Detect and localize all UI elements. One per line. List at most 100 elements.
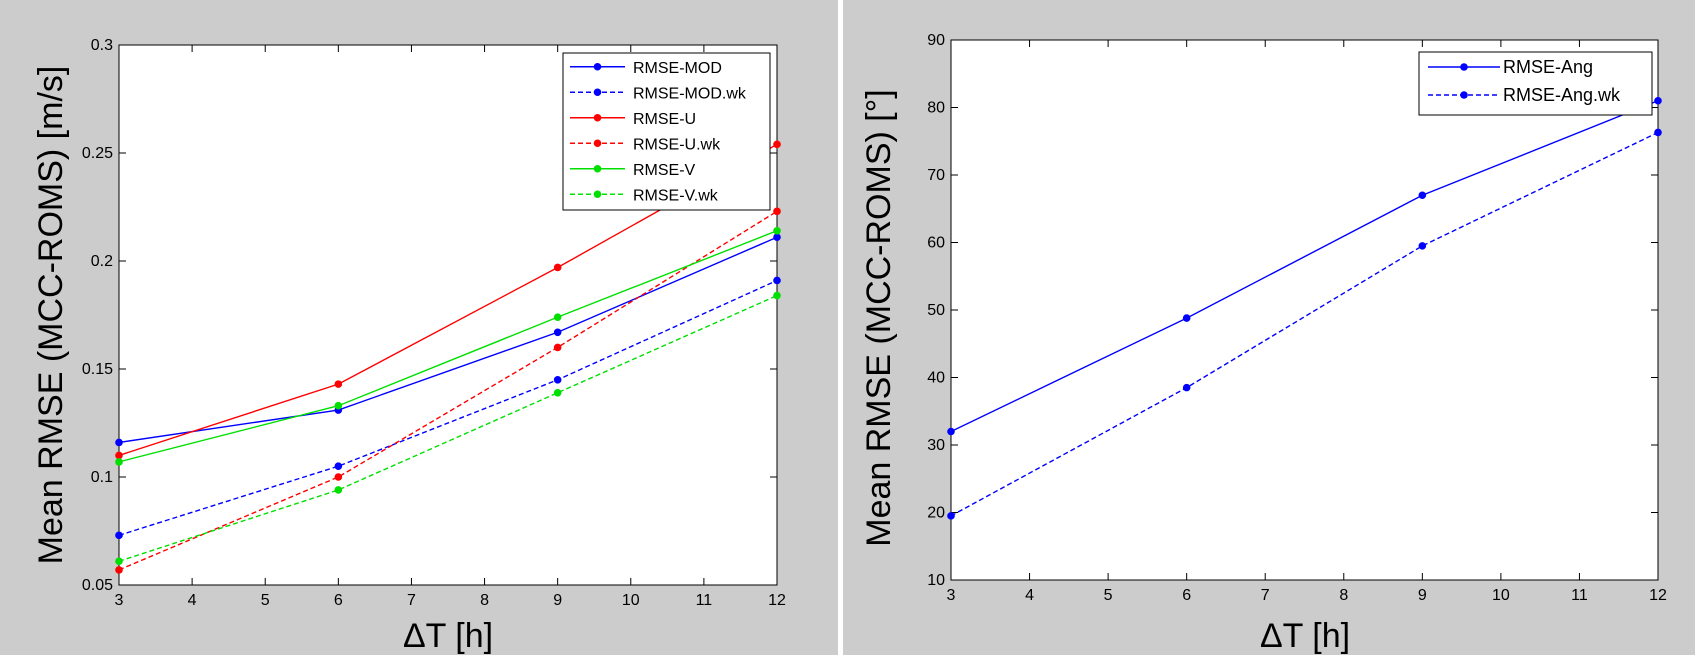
y-tick-label: 0.05 — [82, 577, 113, 594]
y-tick-label: 0.15 — [82, 361, 113, 378]
legend-label-rmse-u-wk: RMSE-U.wk — [633, 136, 721, 153]
data-point-rmse-v-wk — [773, 291, 781, 300]
series-clip-group — [951, 100, 1658, 517]
y-tick-label: 10 — [927, 572, 945, 589]
y-tick-label: 0.2 — [91, 253, 113, 270]
legend-marker-rmse-v-wk — [593, 190, 602, 199]
x-tick-label: 9 — [1418, 587, 1427, 604]
axis-ticks: 3 4 5 6 7 8 9 10 11 12 10 20 30 40 50 60 70 80 90 — [927, 32, 1667, 604]
data-point-rmse-mod-wk — [553, 376, 562, 384]
legend: RMSE-Ang RMSE-Ang.wk — [1418, 51, 1653, 116]
data-point-rmse-u-wk — [553, 343, 562, 352]
y-tick-label: 0.1 — [91, 469, 113, 486]
x-tick-label: 6 — [1182, 587, 1191, 604]
legend-marker-rmse-v — [593, 164, 602, 173]
x-tick-label: 5 — [1104, 587, 1113, 604]
x-tick-label: 4 — [188, 592, 197, 609]
legend-marker-rmse-mod-wk — [593, 88, 602, 97]
x-tick-label: 8 — [1339, 587, 1348, 604]
x-tick-label: 10 — [1492, 587, 1510, 604]
x-tick-label: 7 — [407, 592, 416, 609]
data-point-rmse-ang-wk — [947, 512, 955, 520]
data-point-rmse-v — [553, 313, 562, 321]
y-tick-label: 40 — [927, 370, 945, 387]
legend-label-rmse-mod-wk: RMSE-MOD.wk — [633, 85, 747, 102]
plot-area — [950, 39, 1659, 581]
axis-ticks: 3 4 5 6 7 8 9 10 11 12 0.05 0.1 0.15 0.2 0.25 0.3 — [82, 37, 786, 609]
data-point-rmse-mod-wk — [773, 276, 781, 285]
legend-label-rmse-u: RMSE-U — [633, 111, 696, 128]
data-point-rmse-u — [334, 380, 343, 388]
series-line-rmse-mod-wk — [119, 279, 777, 536]
x-tick-label: 5 — [261, 592, 270, 609]
data-point-rmse-u — [773, 140, 781, 149]
data-point-rmse-mod-wk — [115, 531, 123, 540]
data-point-rmse-ang — [1182, 314, 1191, 322]
chart-rmse-angle: 3 4 5 6 7 8 9 10 11 12 10 20 30 40 50 60 70 80 90 RMSE-Ang… — [860, 32, 1667, 655]
data-point-rmse-mod — [553, 328, 562, 337]
legend-label-rmse-ang-wk: RMSE-Ang.wk — [1503, 85, 1621, 105]
x-tick-label: 8 — [480, 592, 489, 609]
legend-label-rmse-v: RMSE-V — [633, 162, 696, 179]
x-tick-label: 9 — [553, 592, 562, 609]
series-line-rmse-mod — [119, 236, 777, 444]
legend-marker-rmse-u — [593, 113, 602, 122]
data-point-rmse-ang-wk — [1654, 128, 1662, 137]
x-tick-label: 11 — [696, 592, 713, 609]
y-axis-label: Mean RMSE (MCC-ROMS) [°] — [860, 89, 898, 547]
data-point-rmse-ang — [1418, 191, 1427, 200]
x-tick-label: 7 — [1261, 587, 1270, 604]
x-axis-label: ΔT [h] — [403, 617, 493, 655]
data-point-rmse-v — [115, 458, 123, 466]
x-tick-label: 12 — [1649, 587, 1667, 604]
x-tick-label: 3 — [115, 592, 124, 609]
data-point-rmse-v — [773, 226, 781, 235]
data-point-rmse-v-wk — [553, 388, 562, 397]
data-point-rmse-ang — [947, 427, 955, 436]
legend-label-rmse-ang: RMSE-Ang — [1503, 57, 1593, 77]
series-line-rmse-ang-wk — [951, 131, 1658, 517]
data-point-rmse-mod-wk — [334, 462, 343, 471]
legend-box — [562, 52, 771, 211]
data-point-rmse-v — [334, 401, 343, 410]
y-tick-label: 90 — [927, 32, 945, 49]
legend: RMSE-MOD RMSE-MOD.wk RMSE-U RMSE-U.wk RMSE-V… — [562, 52, 771, 211]
y-tick-label: 50 — [927, 302, 945, 319]
y-tick-label: 20 — [927, 505, 945, 522]
data-point-rmse-u — [553, 263, 562, 272]
legend-marker-rmse-u-wk — [593, 139, 602, 148]
series-line-rmse-v-wk — [119, 294, 777, 562]
y-tick-label: 30 — [927, 437, 945, 454]
y-tick-label: 0.3 — [91, 37, 113, 54]
x-tick-label: 12 — [768, 592, 786, 609]
x-tick-label: 10 — [622, 592, 640, 609]
data-point-rmse-v-wk — [115, 557, 123, 566]
data-point-rmse-mod — [773, 233, 781, 242]
data-point-rmse-u-wk — [334, 473, 343, 481]
series-layer — [115, 140, 781, 574]
data-point-rmse-v-wk — [334, 486, 343, 494]
data-point-rmse-ang-wk — [1418, 242, 1427, 250]
y-tick-label: 80 — [927, 100, 945, 117]
data-point-rmse-u-wk — [115, 566, 123, 574]
y-tick-label: 0.25 — [82, 145, 113, 162]
legend-marker-rmse-ang — [1460, 63, 1468, 71]
x-axis-label: ΔT [h] — [1260, 617, 1350, 655]
legend-label-rmse-mod: RMSE-MOD — [633, 60, 722, 77]
series-layer — [947, 96, 1662, 520]
data-point-rmse-u — [115, 451, 123, 460]
series-line-rmse-ang — [951, 100, 1658, 433]
data-point-rmse-mod — [115, 438, 123, 447]
series-line-rmse-v — [119, 230, 777, 463]
x-tick-label: 6 — [334, 592, 343, 609]
y-tick-label: 60 — [927, 235, 945, 252]
x-tick-label: 11 — [1571, 587, 1588, 604]
legend-marker-rmse-ang-wk — [1460, 91, 1468, 99]
x-tick-label: 4 — [1025, 587, 1034, 604]
legend-box — [1418, 51, 1653, 116]
chart-rmse-speed: 3 4 5 6 7 8 9 10 11 12 0.05 0.1 0.15 0.2 0.25 0.3 RMSE-… — [32, 37, 786, 655]
y-tick-label: 70 — [927, 167, 945, 184]
series-clip-group — [119, 143, 777, 571]
data-point-rmse-ang-wk — [1182, 383, 1191, 392]
